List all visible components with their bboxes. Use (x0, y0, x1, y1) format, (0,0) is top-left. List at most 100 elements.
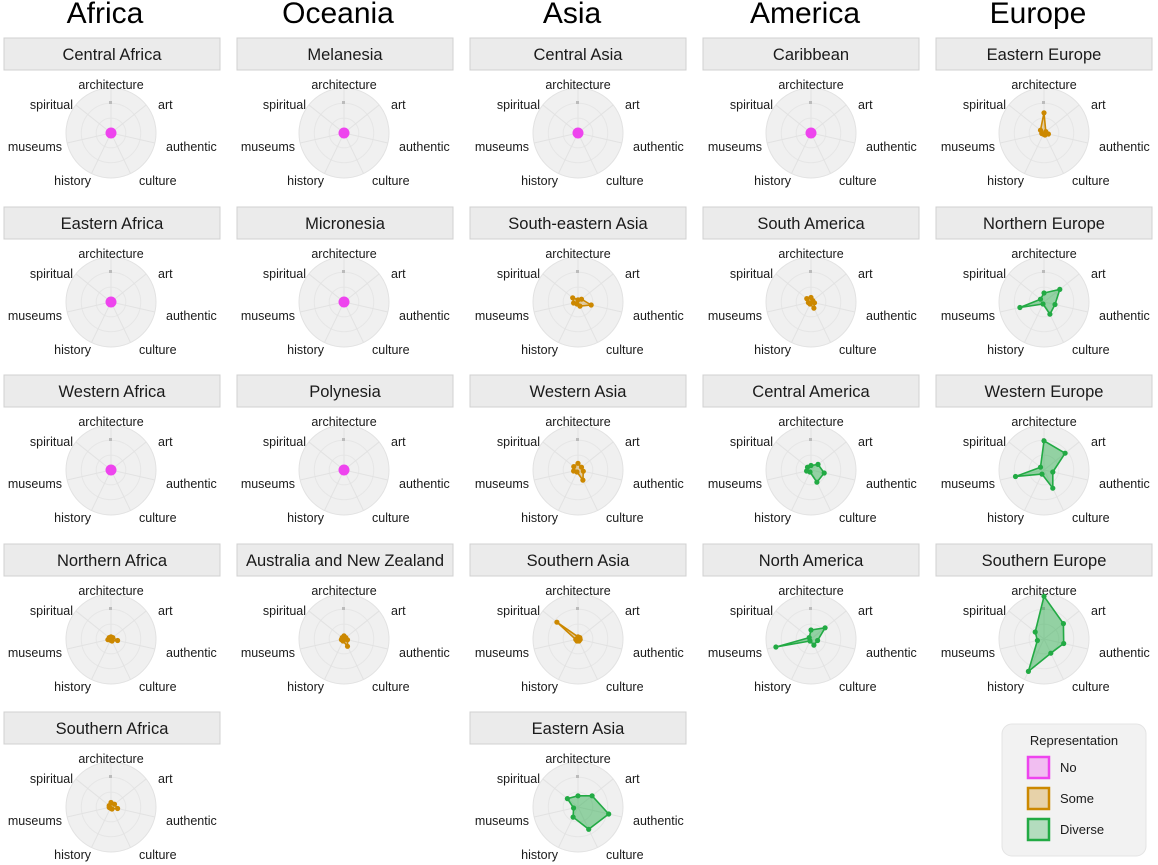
data-point (589, 793, 595, 799)
radar-spoke (558, 132, 579, 174)
axis-label-authentic: authentic (1099, 477, 1150, 491)
radar-spoke (1008, 273, 1045, 303)
axis-label-history: history (521, 848, 559, 862)
axis-label-spiritual: spiritual (963, 98, 1006, 112)
radar-spoke (1000, 132, 1045, 144)
radar-spoke (767, 132, 812, 144)
radar-spoke (67, 469, 112, 481)
panel-strip-label: Eastern Asia (532, 720, 625, 738)
panel-strip (3, 374, 221, 408)
panel-strip-label: Western Africa (59, 383, 167, 401)
data-point (1048, 650, 1054, 656)
panel-eastern-africa: Eastern Africa architecture art authentic cu… (3, 206, 221, 357)
panel-micronesia: Micronesia architecture art authentic cultur… (236, 206, 454, 357)
axis-label-architecture: architecture (78, 247, 143, 261)
radar-spoke (110, 132, 155, 144)
legend-title: Representation (1030, 733, 1118, 748)
data-point (1041, 110, 1047, 116)
panel-south-eastern-asia: South-eastern Asia architecture art authent… (469, 206, 687, 357)
axis-label-spiritual: spiritual (263, 98, 306, 112)
radar-spoke (558, 806, 579, 848)
axis-label-authentic: authentic (1099, 140, 1150, 154)
panel-northern-europe: Northern Europe architecture art authentic c… (935, 206, 1153, 357)
radar-spoke (534, 132, 579, 144)
axis-label-art: art (158, 435, 173, 449)
radar-scale-marker (109, 101, 112, 104)
data-point (570, 814, 576, 820)
region-title-europe: Europe (990, 0, 1087, 30)
panel-south-america: South America architecture art authentic cul… (702, 206, 920, 357)
radar-spoke (324, 301, 345, 343)
radar-spoke (324, 469, 345, 511)
axis-label-architecture: architecture (78, 584, 143, 598)
data-point (1041, 593, 1047, 599)
radar-spoke (343, 301, 364, 343)
axis-label-architecture: architecture (778, 584, 843, 598)
radar-scale-marker (109, 775, 112, 778)
data-point (811, 305, 817, 311)
radar-spoke (110, 638, 131, 680)
axis-label-museums: museums (8, 140, 62, 154)
axis-label-art: art (391, 604, 406, 618)
radar-spoke (577, 610, 614, 640)
axis-label-authentic: authentic (1099, 646, 1150, 660)
data-point (811, 642, 817, 648)
axis-label-history: history (54, 343, 92, 357)
axis-label-authentic: authentic (399, 309, 450, 323)
panel-strip-label: Southern Asia (527, 552, 631, 570)
radar-spoke (1043, 132, 1064, 174)
panel-northern-africa: Northern Africa architecture art authentic c… (3, 543, 221, 694)
radar-spoke (767, 301, 812, 313)
data-point (339, 635, 345, 641)
radar-spoke (67, 638, 112, 650)
axis-label-history: history (754, 174, 792, 188)
axis-label-authentic: authentic (633, 646, 684, 660)
axis-label-art: art (391, 435, 406, 449)
axis-label-spiritual: spiritual (30, 604, 73, 618)
radar-spoke (67, 301, 112, 313)
radar-spoke (110, 132, 131, 174)
radar-scale-marker (809, 607, 812, 610)
data-point (1050, 469, 1056, 475)
radar-spoke (110, 469, 131, 511)
radar-spoke (343, 273, 380, 303)
radar-spoke (810, 132, 855, 144)
axis-label-history: history (287, 343, 325, 357)
axis-label-architecture: architecture (1011, 584, 1076, 598)
axis-label-museums: museums (941, 309, 995, 323)
panel-central-america: Central America architecture art authentic c… (702, 374, 920, 525)
radar-scale-marker (342, 607, 345, 610)
radar-scale-marker (109, 270, 112, 273)
radar-spoke (791, 132, 812, 174)
axis-label-history: history (54, 680, 92, 694)
radar-spoke (91, 469, 112, 511)
radar-spoke (534, 638, 579, 650)
panel-melanesia: Melanesia architecture art authentic culture… (236, 37, 454, 188)
radar-spoke (91, 638, 112, 680)
axis-label-art: art (158, 98, 173, 112)
radar-spoke (577, 778, 614, 808)
axis-label-spiritual: spiritual (497, 267, 540, 281)
data-point (1017, 304, 1023, 311)
panel-western-africa: Western Africa architecture art authentic cu… (3, 374, 221, 525)
axis-label-history: history (287, 511, 325, 525)
axis-label-history: history (987, 680, 1025, 694)
data-point (1041, 438, 1047, 444)
panel-strip-label: Micronesia (305, 215, 386, 233)
panel-strip (469, 711, 687, 745)
axis-label-culture: culture (139, 343, 177, 357)
radar-spoke (558, 638, 579, 680)
axis-label-culture: culture (606, 343, 644, 357)
data-point (105, 464, 117, 476)
panel-polynesia: Polynesia architecture art authentic culture… (236, 374, 454, 525)
radar-scale-marker (109, 607, 112, 610)
axis-label-architecture: architecture (778, 247, 843, 261)
axis-label-spiritual: spiritual (263, 435, 306, 449)
radar-scale-marker (109, 438, 112, 441)
axis-label-museums: museums (241, 309, 295, 323)
panel-strip-label: Southern Europe (982, 552, 1107, 570)
data-point (344, 643, 351, 649)
axis-label-art: art (858, 267, 873, 281)
axis-label-architecture: architecture (78, 752, 143, 766)
radar-spoke (577, 132, 598, 174)
